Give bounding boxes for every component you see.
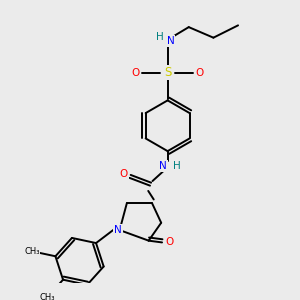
Text: N: N bbox=[159, 161, 167, 171]
Text: CH₃: CH₃ bbox=[24, 247, 40, 256]
Text: H: H bbox=[156, 32, 164, 42]
Text: O: O bbox=[132, 68, 140, 78]
Text: N: N bbox=[167, 36, 174, 46]
Text: H: H bbox=[172, 161, 180, 171]
Text: O: O bbox=[195, 68, 203, 78]
Text: S: S bbox=[164, 66, 171, 80]
Text: O: O bbox=[165, 237, 174, 248]
Text: CH₃: CH₃ bbox=[39, 293, 55, 300]
Text: N: N bbox=[114, 225, 122, 235]
Text: O: O bbox=[119, 169, 128, 179]
